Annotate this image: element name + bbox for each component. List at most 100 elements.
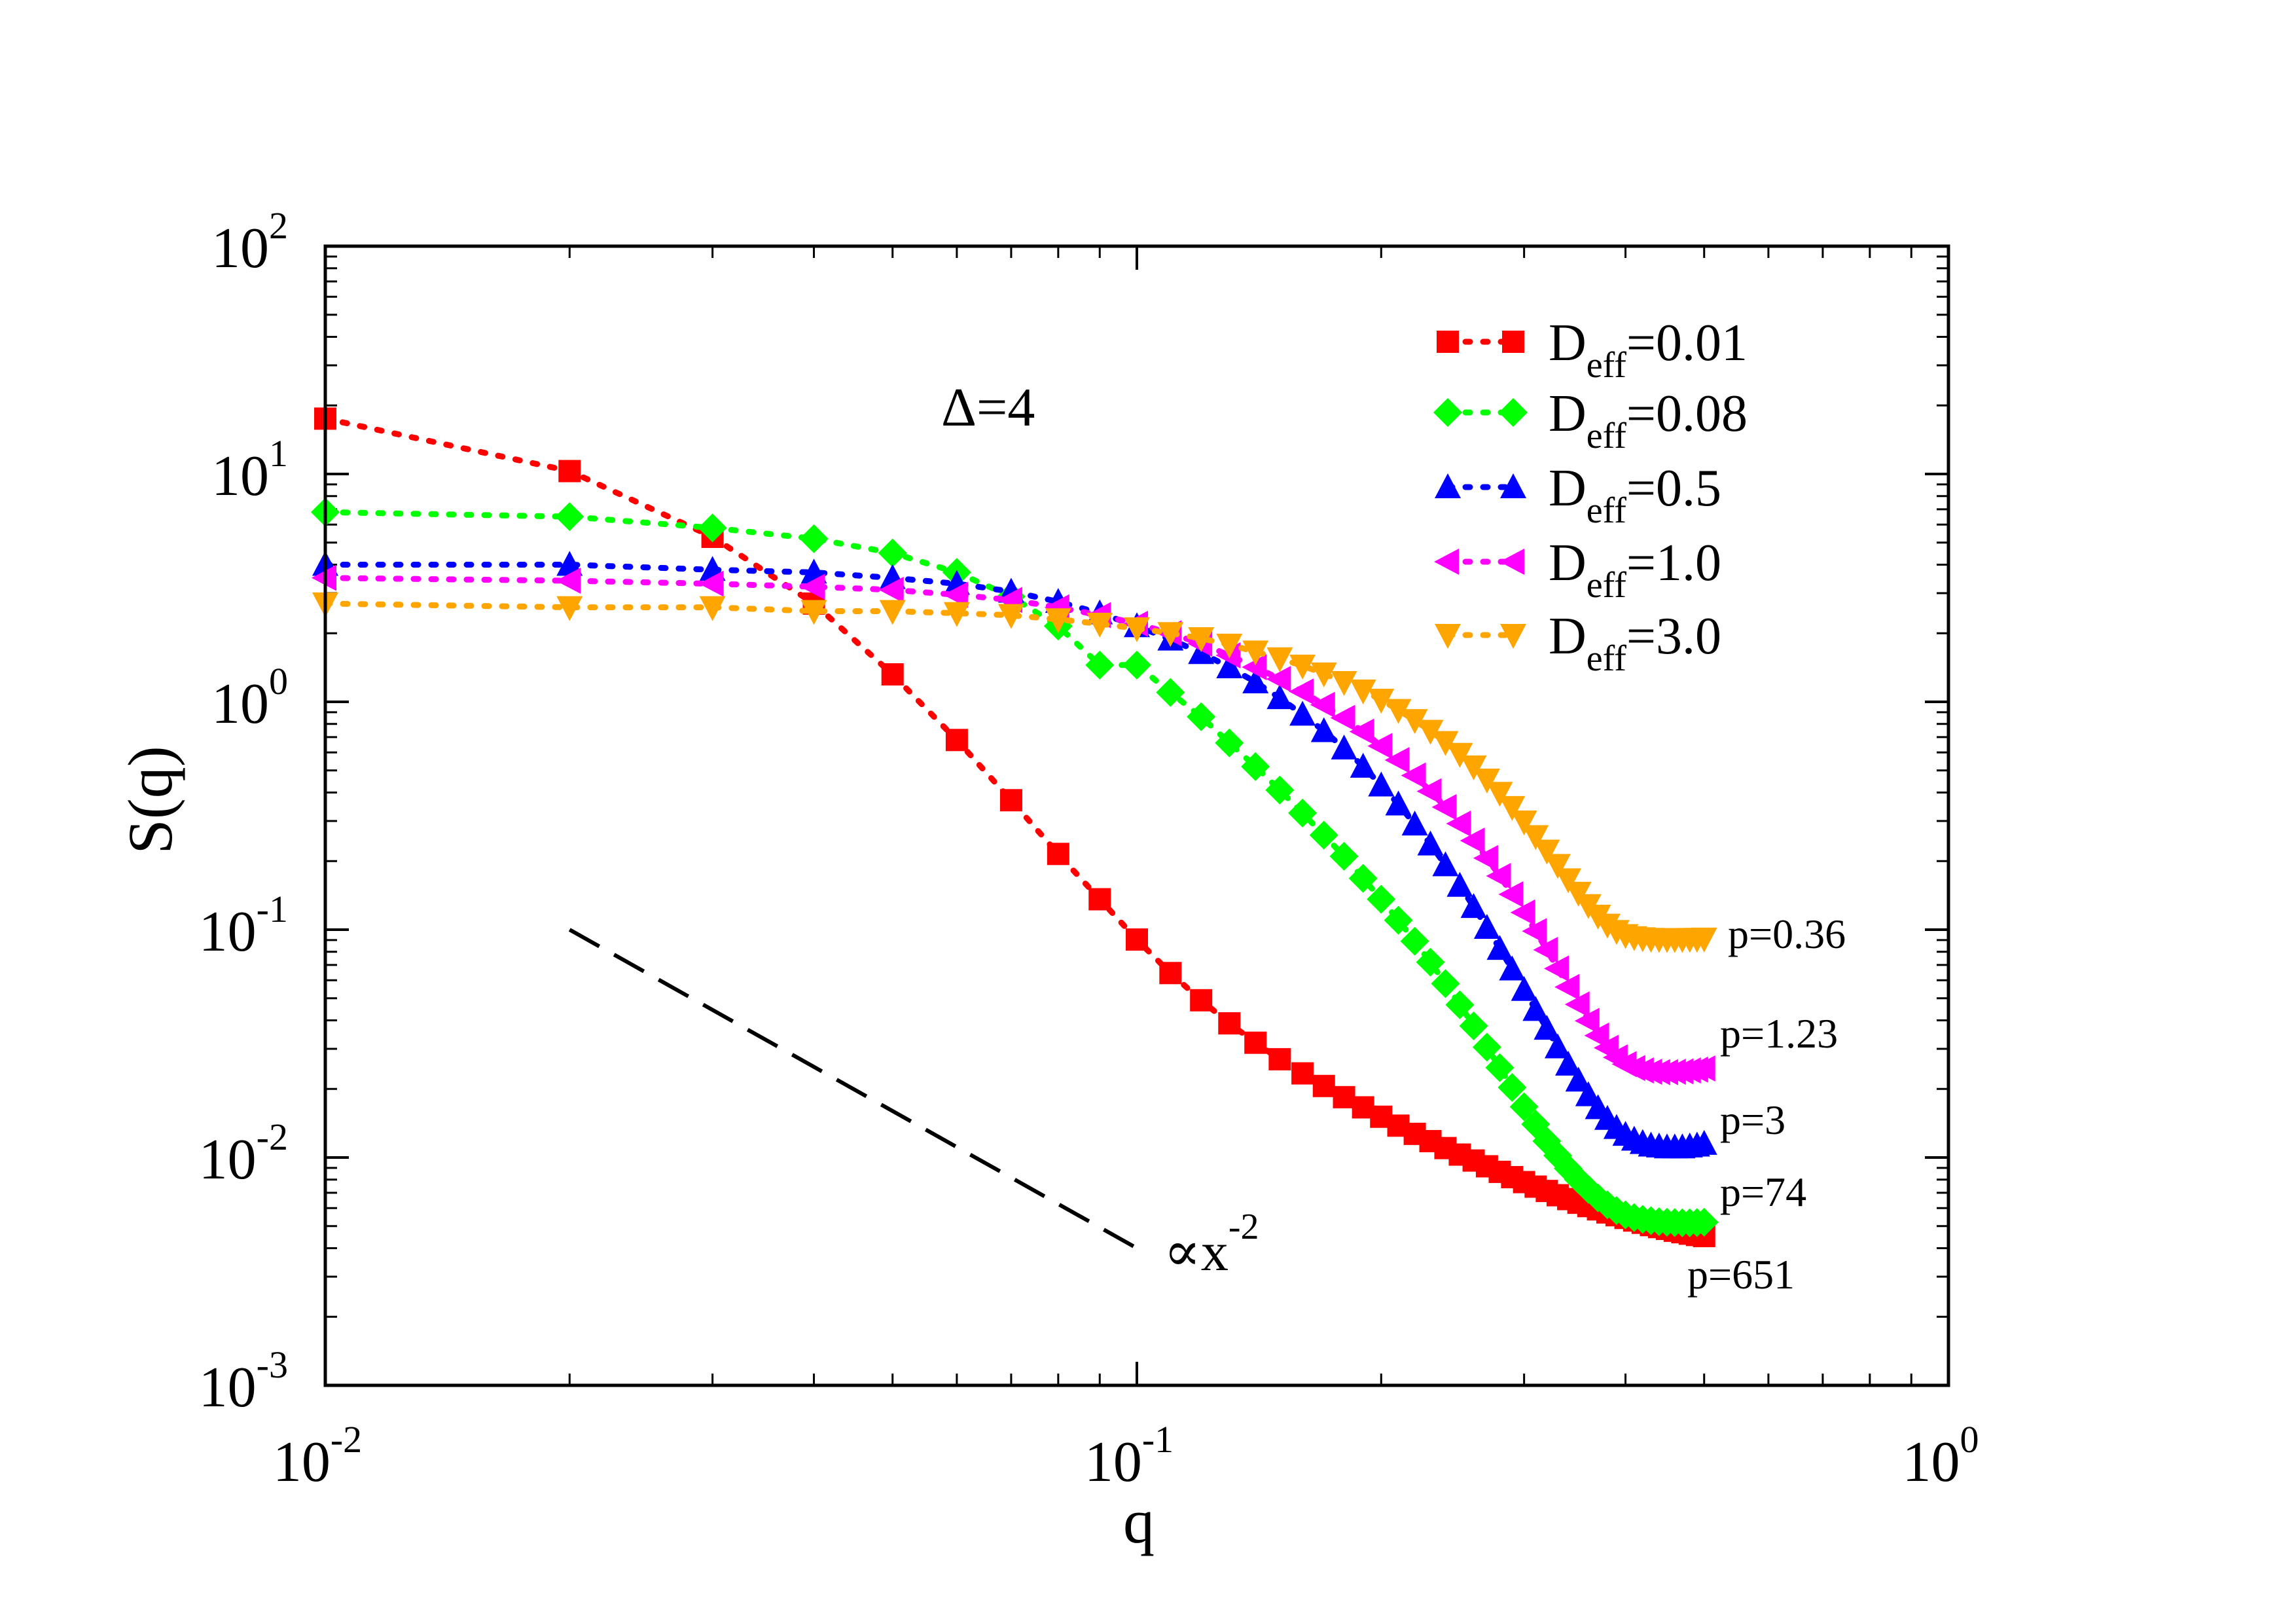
data-point — [1446, 811, 1471, 837]
data-point — [1289, 701, 1316, 726]
reference-label-exponent: -2 — [1229, 1207, 1259, 1247]
legend-entry: Deff=0.01 — [1437, 314, 1748, 386]
legend-marker-square — [1502, 331, 1524, 353]
data-point — [1122, 650, 1151, 680]
data-point — [1333, 1085, 1355, 1108]
data-point — [1689, 1207, 1719, 1237]
p-labels: p=651 p=74 p=3 p=1.23 p=0.36 — [1687, 911, 1846, 1298]
legend-marker-triangle-down — [1500, 624, 1526, 649]
data-point — [556, 568, 581, 594]
legend-label-value: =0.08 — [1626, 385, 1748, 443]
data-point — [1218, 1012, 1241, 1035]
y-tick-label: 10-2 — [199, 1116, 288, 1192]
legend-entry: Deff=1.0 — [1434, 534, 1721, 606]
data-point — [1401, 811, 1428, 836]
legend-marker-triangle-up — [1435, 473, 1461, 498]
data-point — [1329, 841, 1359, 871]
x-tick-exponent: -1 — [1142, 1418, 1174, 1461]
y-tick-label: 10-1 — [199, 888, 288, 964]
data-point — [1312, 1074, 1335, 1097]
reference-line-label: ∝x-2 — [1164, 1207, 1259, 1283]
data-point — [1367, 733, 1393, 759]
data-point — [1330, 704, 1355, 731]
data-point — [1190, 989, 1213, 1012]
data-point — [878, 577, 904, 604]
legend-label: Deff=0.01 — [1549, 314, 1748, 386]
data-point — [1188, 627, 1215, 652]
data-point — [1349, 718, 1374, 745]
data-point — [1384, 746, 1410, 773]
data-point — [1485, 1053, 1515, 1082]
data-point — [1268, 1048, 1291, 1070]
x-tick-labels: 10-2 10-1 100 — [273, 1418, 1979, 1494]
data-point — [1472, 1032, 1501, 1062]
data-point — [1554, 974, 1580, 1000]
y-tick-exponent: 0 — [269, 660, 288, 702]
data-point — [1574, 1008, 1600, 1034]
legend-marker-diamond — [1433, 398, 1462, 427]
legend-label: Deff=1.0 — [1549, 534, 1721, 606]
data-point — [1216, 653, 1243, 679]
data-point — [1216, 633, 1243, 659]
legend-label-main: D — [1549, 608, 1587, 665]
data-point — [1242, 654, 1267, 681]
data-point — [999, 789, 1022, 812]
y-tick-exponent: 1 — [269, 432, 288, 475]
data-point — [1564, 991, 1590, 1018]
data-point — [1126, 928, 1148, 951]
data-point — [1159, 962, 1182, 985]
data-point — [1086, 612, 1113, 638]
data-point — [1244, 1031, 1267, 1054]
x-tick-label: 10-1 — [1085, 1418, 1174, 1494]
data-point — [1085, 650, 1115, 680]
legend-entry: Deff=0.08 — [1433, 385, 1748, 456]
data-point — [1266, 666, 1291, 693]
data-point — [698, 513, 727, 543]
data-point — [945, 729, 968, 752]
y-tick-label: 102 — [211, 204, 288, 280]
data-point — [699, 596, 726, 621]
y-tick-label: 10-3 — [199, 1343, 288, 1419]
legend-label-sub: eff — [1587, 565, 1626, 606]
legend-label: Deff=0.08 — [1549, 385, 1748, 456]
legend-label-sub: eff — [1587, 416, 1626, 456]
y-tick-base: 10 — [211, 217, 269, 280]
data-point — [1331, 670, 1357, 696]
series-triangle-down — [312, 592, 1717, 953]
legend-label-sub: eff — [1587, 638, 1626, 679]
data-point — [1575, 1081, 1602, 1106]
legend-label-sub: eff — [1587, 345, 1626, 386]
data-point — [1432, 851, 1459, 877]
data-point — [1045, 608, 1071, 634]
y-tick-base: 10 — [211, 672, 269, 736]
data-point — [1555, 1050, 1582, 1076]
data-point — [1047, 843, 1069, 866]
data-point — [1445, 990, 1475, 1019]
data-point — [1534, 839, 1560, 865]
data-point — [800, 574, 825, 600]
data-point — [1385, 699, 1412, 724]
data-point — [1350, 752, 1376, 778]
series-diamond — [311, 498, 1719, 1237]
data-point — [1533, 936, 1558, 963]
legend-label-value: =0.5 — [1626, 460, 1721, 517]
data-point — [1242, 640, 1269, 666]
data-point — [1486, 782, 1513, 807]
data-point — [1473, 769, 1500, 794]
data-point — [1460, 755, 1487, 780]
legend-entry: Deff=0.5 — [1435, 460, 1721, 531]
data-point — [1401, 709, 1428, 735]
data-point — [1348, 864, 1378, 893]
legend-label-value: =0.01 — [1626, 314, 1748, 372]
data-point — [1417, 830, 1444, 856]
data-point — [1690, 1055, 1715, 1082]
x-tick-exponent: -2 — [331, 1418, 362, 1461]
plot-frame — [323, 244, 1950, 1387]
data-point — [1544, 1033, 1571, 1059]
data-point — [1473, 914, 1500, 939]
data-point — [1544, 854, 1571, 879]
x-tick-base: 10 — [1085, 1431, 1142, 1494]
data-point — [1460, 893, 1487, 919]
